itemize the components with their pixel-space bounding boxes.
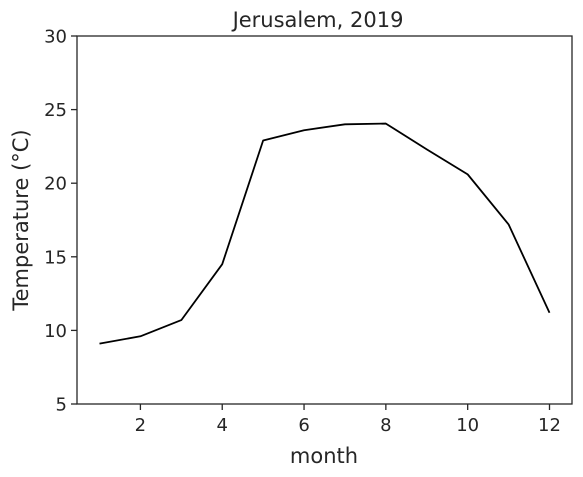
y-axis-label: Temperature (°C) bbox=[9, 129, 33, 311]
y-tick-label: 20 bbox=[44, 174, 67, 195]
y-tick-label: 5 bbox=[56, 395, 67, 416]
x-tick-label: 2 bbox=[135, 415, 146, 436]
ticks-layer: 2 4 6 8 10 12 5 10 15 20 25 30 bbox=[44, 27, 561, 437]
x-axis-label: month bbox=[290, 444, 358, 468]
y-tick-label: 15 bbox=[44, 247, 67, 268]
plot-frame bbox=[76, 35, 573, 405]
y-tick-label: 25 bbox=[44, 100, 67, 121]
x-tick-label: 8 bbox=[380, 415, 391, 436]
y-tick-label: 30 bbox=[44, 27, 67, 48]
x-tick-label: 6 bbox=[298, 415, 309, 436]
temperature-series-line bbox=[99, 122, 551, 345]
x-tick-label: 10 bbox=[456, 415, 479, 436]
y-tick-label: 10 bbox=[44, 321, 67, 342]
x-tick-label: 4 bbox=[217, 415, 228, 436]
x-tick-label: 12 bbox=[538, 415, 561, 436]
chart-title: Jerusalem, 2019 bbox=[231, 8, 404, 32]
